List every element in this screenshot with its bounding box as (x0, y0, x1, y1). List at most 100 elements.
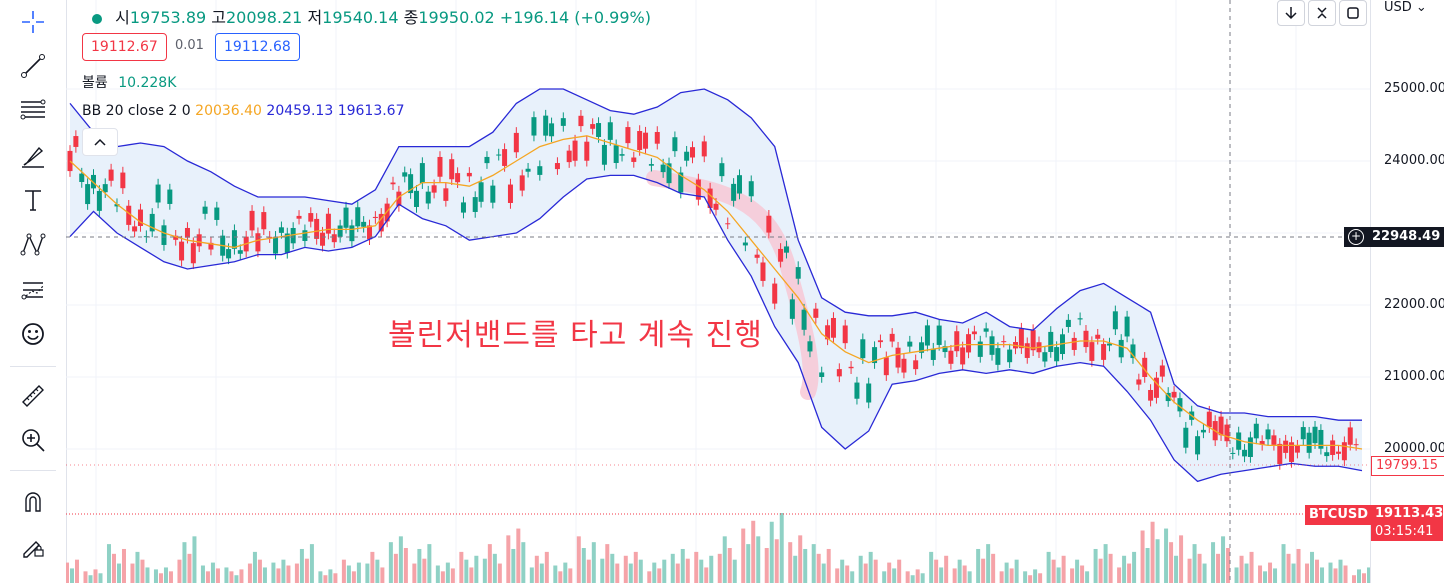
volume-bar (116, 563, 121, 583)
crosshair-icon[interactable] (13, 4, 53, 40)
candle-body (1071, 337, 1077, 350)
currency-selector[interactable]: USD ⌄ (1384, 0, 1427, 15)
candle-body (231, 230, 237, 249)
volume-bar (1075, 559, 1080, 583)
trend-line-icon[interactable] (13, 48, 53, 84)
maximize-pane-button[interactable] (1339, 0, 1367, 26)
candle-body (549, 123, 555, 137)
candle-body (1124, 316, 1130, 337)
candle-body (519, 175, 525, 191)
forecast-icon[interactable] (13, 272, 53, 308)
price-axis[interactable] (1370, 0, 1444, 583)
volume-bar (286, 565, 291, 583)
volume-bar (464, 559, 469, 583)
volume-bar (929, 551, 934, 583)
volume-bar (153, 569, 158, 583)
candle-body (1324, 452, 1330, 457)
text-icon[interactable] (13, 182, 53, 218)
price-chart[interactable] (66, 0, 1370, 583)
volume-bar (506, 535, 511, 583)
bb-legend[interactable]: BB 20 close 2 0 20036.40 20459.13 19613.… (82, 103, 405, 119)
candle-body (1018, 328, 1024, 349)
pattern-icon[interactable] (13, 226, 53, 262)
lock-draw-icon[interactable] (13, 528, 53, 564)
candle-body (895, 347, 901, 368)
volume-bar (986, 544, 991, 583)
candle-body (848, 366, 854, 369)
volume-bar (685, 558, 690, 583)
collapse-panes-button[interactable] (1308, 0, 1336, 26)
price-tick: 25000.00 (1384, 81, 1444, 96)
volume-bar (1226, 548, 1231, 583)
candle-body (554, 163, 560, 170)
chart-annotation[interactable]: 볼린저밴드를 타고 계속 진행 (388, 318, 763, 353)
ruler-icon[interactable] (13, 378, 53, 414)
candle-body (713, 203, 719, 210)
volume-bar (788, 542, 793, 583)
volume-bar (709, 555, 714, 583)
volume-bar (647, 571, 652, 583)
volume-bar (239, 569, 244, 583)
candle-body (637, 131, 643, 150)
buy-button[interactable]: 19112.68 (215, 33, 300, 61)
collapse-legend-button[interactable] (82, 128, 118, 156)
volume-bar (351, 571, 356, 583)
fib-lines-icon[interactable] (13, 92, 53, 128)
volume-bar (816, 553, 821, 583)
volume-bar (1197, 553, 1202, 583)
candle-body (502, 149, 508, 166)
candle-body (1083, 330, 1089, 348)
candle-body (1153, 377, 1159, 398)
magnet-icon[interactable] (13, 484, 53, 520)
candle-body (1300, 427, 1306, 440)
candle-body (1330, 440, 1336, 455)
candle-body (1024, 343, 1030, 358)
volume-bar (182, 542, 187, 583)
volume-bar (1281, 544, 1286, 583)
volume-bar (717, 553, 722, 583)
candle-body (795, 267, 801, 279)
volume-bar (1028, 575, 1033, 583)
volume-bar (1310, 551, 1315, 583)
candle-body (948, 350, 954, 364)
volume-bar (1221, 536, 1226, 583)
volume-bar (553, 565, 558, 583)
candle-body (367, 225, 373, 240)
candle-body (983, 328, 989, 332)
volume-bar (1249, 551, 1254, 583)
candle-body (924, 325, 930, 346)
volume-bar (605, 544, 610, 583)
candle-body (161, 225, 167, 245)
plus-circle-icon[interactable]: + (1348, 229, 1364, 245)
brush-icon[interactable] (13, 138, 53, 174)
volume-bar (962, 565, 967, 583)
candle-body (425, 191, 431, 204)
candle-body (854, 382, 860, 399)
candle-body (995, 348, 1001, 365)
sell-button[interactable]: 19112.67 (82, 33, 167, 61)
volume-bar (427, 544, 432, 583)
volume-bar (521, 542, 526, 583)
candle-body (513, 132, 519, 153)
candle-body (748, 181, 754, 197)
candle-body (1259, 441, 1265, 445)
candle-body (202, 206, 208, 214)
candle-body (137, 209, 143, 226)
candle-body (707, 188, 713, 209)
volume-bar (299, 548, 304, 583)
volume-bar (511, 548, 516, 583)
volume-bar (576, 536, 581, 583)
candle-body (1007, 349, 1013, 363)
volume-bar (140, 559, 145, 583)
bb-band-fill (70, 89, 1362, 482)
candle-body (96, 190, 102, 211)
volume-bar (591, 542, 596, 583)
volume-bar (130, 563, 135, 583)
volume-bar (234, 575, 239, 583)
scroll-down-button[interactable] (1277, 0, 1305, 26)
emoji-icon[interactable] (13, 316, 53, 352)
candle-body (184, 227, 190, 238)
zoom-in-icon[interactable] (13, 422, 53, 458)
chevron-down-icon: ⌄ (1411, 0, 1427, 15)
candle-body (742, 242, 748, 246)
